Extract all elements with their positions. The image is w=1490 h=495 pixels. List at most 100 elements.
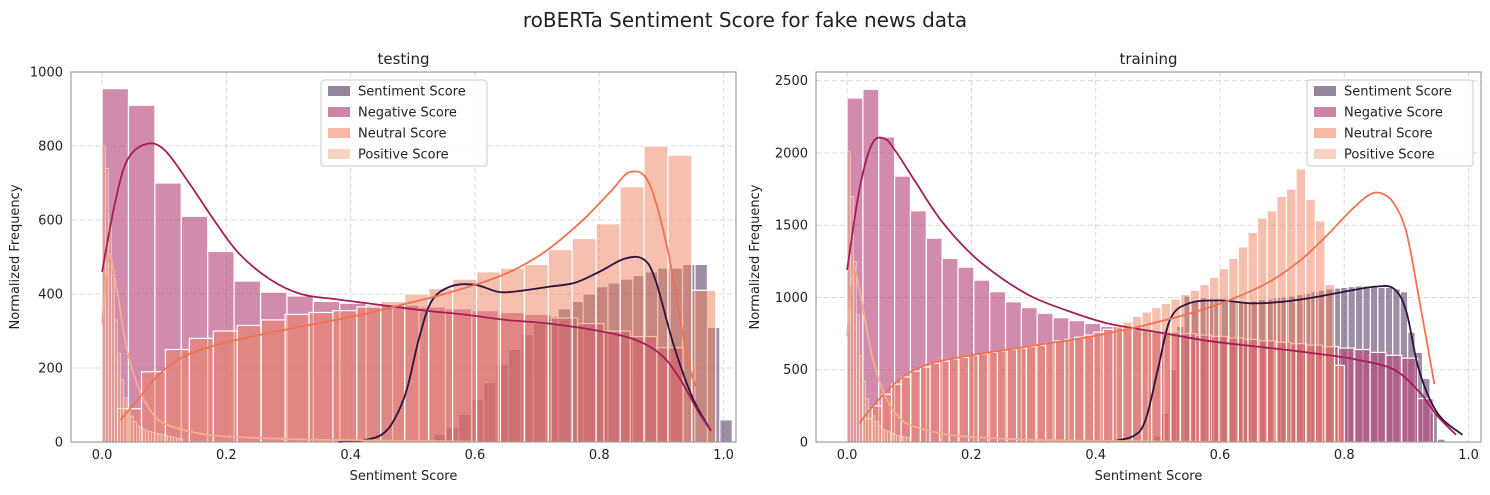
x-tick-label: 0.8	[1334, 448, 1355, 463]
neutral-bar	[1083, 334, 1095, 443]
legend-label: Negative Score	[358, 106, 457, 121]
neutral-bar	[1324, 283, 1336, 443]
positive-kde-line	[846, 265, 1221, 443]
positive-bar	[881, 428, 885, 443]
neutral-bar	[1006, 348, 1018, 443]
x-axis-label: Sentiment Score	[350, 469, 458, 484]
y-tick-label: 2000	[775, 146, 808, 161]
neutral-bar	[619, 186, 645, 443]
positive-bar	[164, 435, 168, 443]
positive-bar	[139, 427, 143, 443]
neutral-bar	[1247, 231, 1259, 443]
neutral-bar	[332, 310, 358, 443]
neutral-bar	[284, 313, 310, 443]
positive-bar	[167, 435, 171, 443]
y-tick-label: 600	[38, 214, 63, 229]
positive-bar	[877, 425, 882, 443]
neutral-bar	[1160, 302, 1172, 443]
neutral-bar	[523, 263, 549, 443]
neutral-bar	[1054, 340, 1066, 443]
positive-bar	[853, 261, 857, 443]
legend-box	[1306, 79, 1474, 167]
positive-bar	[890, 433, 894, 443]
neutral-bar	[1073, 336, 1085, 443]
legend: Sentiment Score Negative Score Neutral Sco…	[320, 79, 488, 167]
neutral-bar	[236, 324, 262, 443]
neutral-bar	[939, 360, 950, 443]
y-tick-label: 400	[38, 288, 63, 303]
neutral-bar	[910, 370, 922, 443]
positive-bar	[157, 433, 162, 443]
legend-label: Neutral Score	[1344, 127, 1433, 142]
neutral-bar	[1208, 276, 1220, 443]
positive-bar	[862, 381, 866, 443]
neutral-bar	[1035, 344, 1047, 443]
training-panel: 0.0 0.2 0.4 0.6 0.8 1.0 0 500 1000 1500 2000 2500 tr…	[748, 50, 1482, 484]
neutral-bar	[667, 154, 693, 443]
positive-bar	[132, 421, 137, 443]
neutral-bar	[212, 330, 238, 443]
neutral-kde-line	[858, 191, 1436, 424]
neutral-bar	[1266, 210, 1278, 443]
axes-frame	[815, 71, 1482, 443]
neutral-bar	[1122, 321, 1133, 443]
neutral-bar	[987, 351, 999, 443]
panel-title: training	[1119, 50, 1177, 68]
panel-title: testing	[377, 50, 429, 68]
neutral-bar	[1102, 328, 1114, 443]
positive-bar	[859, 355, 863, 443]
neutral-bar	[308, 311, 334, 443]
neutral-bar	[1228, 257, 1239, 443]
positive-bar	[905, 437, 910, 443]
neutral-bar	[1305, 198, 1316, 443]
legend-swatch	[1314, 86, 1336, 96]
positive-bar	[111, 275, 115, 443]
neutral-bar	[1218, 267, 1230, 443]
neutral-bar	[967, 354, 979, 443]
legend: Sentiment Score Negative Score Neutral Sco…	[1306, 79, 1474, 167]
positive-bar	[176, 438, 180, 443]
positive-bar	[104, 167, 109, 443]
y-tick-label: 2500	[775, 74, 808, 89]
positive-histogram	[846, 151, 910, 443]
legend-label: Sentiment Score	[358, 85, 466, 100]
negative-bar	[1401, 357, 1419, 443]
positive-bar	[874, 421, 879, 443]
neutral-bar	[1314, 220, 1326, 443]
x-tick-label: 0.4	[340, 448, 361, 463]
legend-label: Neutral Score	[358, 127, 447, 142]
positive-bar	[868, 408, 873, 443]
positive-bar	[896, 435, 901, 443]
y-tick-label: 800	[38, 140, 63, 155]
y-tick-label: 1500	[775, 219, 808, 234]
legend-swatch	[1314, 128, 1336, 138]
neutral-bar	[475, 271, 502, 443]
positive-bar	[151, 432, 156, 443]
neutral-bar	[1064, 338, 1076, 443]
axes-frame	[70, 71, 737, 443]
legend-swatch	[328, 128, 350, 138]
positive-bar	[108, 219, 112, 443]
legend-label: Positive Score	[358, 148, 449, 163]
positive-bar	[136, 425, 140, 443]
positive-bar	[145, 430, 149, 443]
neutral-bar	[547, 249, 573, 443]
positive-bar	[893, 434, 898, 443]
neutral-bar	[929, 362, 941, 443]
x-tick-label: 0.4	[1085, 448, 1106, 463]
sentiment-kde-line	[1107, 285, 1463, 443]
positive-bar	[114, 319, 118, 443]
positive-bar	[902, 436, 907, 443]
neutral-bar	[958, 356, 970, 443]
sentiment-kde-line	[338, 255, 712, 443]
neutral-bar	[1093, 331, 1105, 443]
positive-bar	[129, 415, 134, 443]
neutral-kde-line	[120, 170, 697, 421]
neutral-bar	[1131, 315, 1143, 443]
legend-swatch	[328, 149, 350, 159]
neutral-bar	[1112, 325, 1124, 443]
y-tick-label: 1000	[30, 66, 63, 81]
negative-bar	[1385, 354, 1403, 443]
neutral-bar	[1179, 293, 1191, 443]
legend-label: Positive Score	[1344, 148, 1435, 163]
